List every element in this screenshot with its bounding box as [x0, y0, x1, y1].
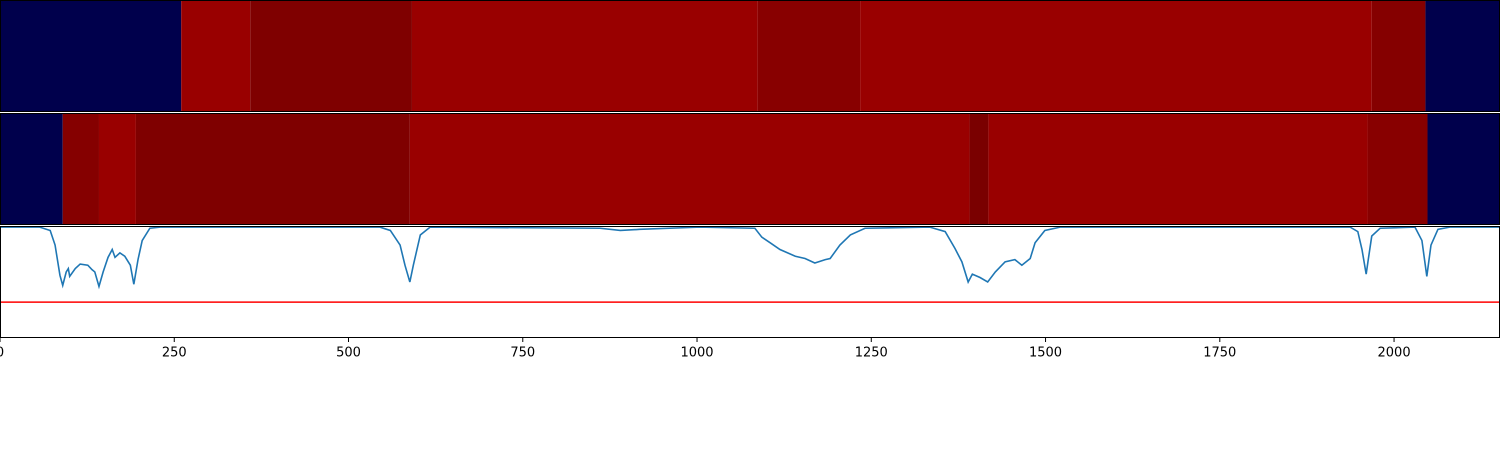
heat-cell	[0, 0, 182, 112]
x-tick-label: 500	[336, 346, 361, 361]
heat-cell	[1367, 113, 1428, 225]
x-tick-label: 0	[0, 346, 4, 361]
heat-cell	[969, 113, 989, 225]
heat-cell	[62, 113, 99, 225]
data-line	[0, 226, 1500, 290]
heat-cell	[1427, 113, 1500, 225]
x-tick-label: 1250	[855, 346, 888, 361]
x-tick-label: 250	[162, 346, 187, 361]
x-tick-label: 1750	[1203, 346, 1236, 361]
heat-cell	[250, 0, 412, 112]
x-tick-label: 1500	[1029, 346, 1062, 361]
heat-cell	[135, 113, 410, 225]
heat-cell	[860, 0, 1372, 112]
x-tick-label: 1000	[680, 346, 713, 361]
heat-cell	[757, 0, 861, 112]
heat-cell	[1371, 0, 1426, 112]
heat-cell	[98, 113, 136, 225]
heat-cell	[988, 113, 1368, 225]
heat-cell	[411, 0, 758, 112]
heat-cell	[409, 113, 970, 225]
heat-cell	[181, 0, 251, 112]
heat-cell	[1425, 0, 1500, 112]
x-tick-label: 2000	[1378, 346, 1411, 361]
heat-cell	[0, 113, 63, 225]
x-tick-label: 750	[510, 346, 535, 361]
panel-frame	[0, 226, 1500, 338]
